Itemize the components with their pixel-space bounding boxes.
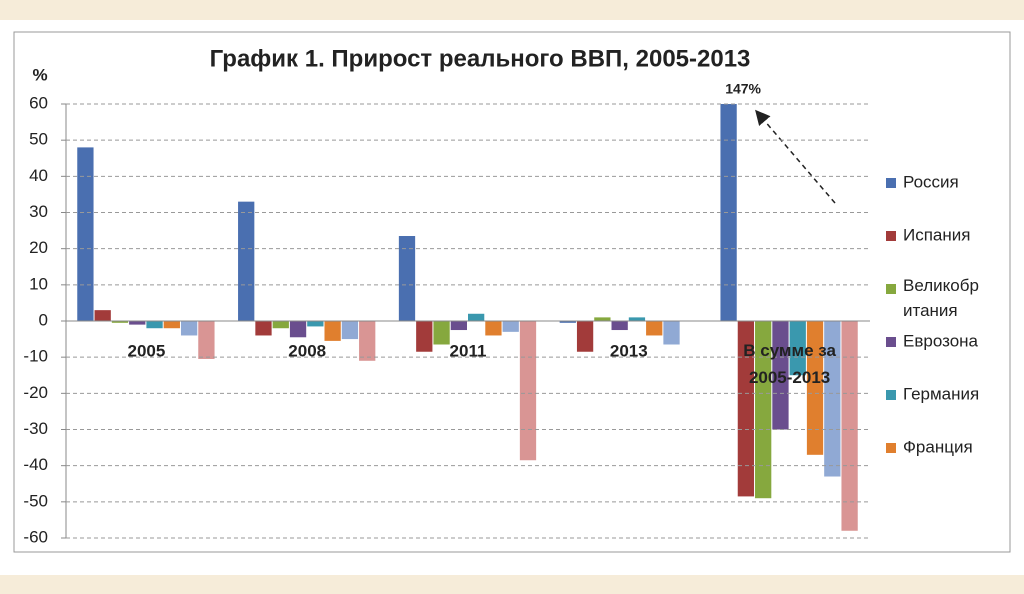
bar [238, 201, 255, 321]
bar [519, 321, 537, 461]
bar [341, 321, 359, 340]
legend-swatch [886, 178, 896, 188]
chart-frame [13, 31, 1011, 553]
bar [646, 321, 663, 336]
bar [468, 313, 485, 321]
bar [841, 321, 858, 531]
label-line: В сумме за [743, 341, 836, 360]
bars [77, 104, 858, 531]
bar [594, 317, 611, 321]
bar [737, 321, 755, 497]
bar [755, 321, 772, 499]
y-tick-label: 40 [29, 166, 48, 185]
bar [272, 321, 289, 329]
y-tick-label: -60 [23, 527, 48, 546]
y-tick-label: 0 [39, 310, 48, 329]
y-axis-label: % [32, 65, 47, 84]
bar [289, 321, 307, 338]
y-tick-label: 30 [29, 202, 48, 221]
bar [163, 321, 180, 329]
y-tick-label: -30 [23, 419, 48, 438]
bar [559, 321, 576, 323]
x-tick-label: 2005 [127, 341, 165, 360]
y-tick-label: 60 [29, 93, 48, 112]
annotation-arrow [755, 109, 836, 204]
legend-label: Россия [903, 172, 959, 191]
legend-label: Еврозона [903, 331, 979, 350]
y-tick-label: -10 [23, 347, 48, 366]
legend-swatch [886, 390, 896, 400]
bar [180, 321, 198, 336]
bar [789, 321, 806, 376]
x-tick-label: В сумме за 2005-2013 [743, 341, 836, 387]
legend-label: Германия [903, 384, 979, 403]
x-tick-label: 2008 [288, 341, 326, 360]
bar [806, 321, 824, 455]
x-tick-label: 2013 [610, 341, 648, 360]
y-tick-label: 50 [29, 130, 48, 149]
legend-swatch [886, 443, 896, 453]
bar [502, 321, 519, 332]
bar [576, 321, 594, 352]
y-tick-label: -50 [23, 491, 48, 510]
bar [433, 321, 450, 345]
bar [628, 317, 646, 321]
x-tick-label: 2011 [450, 341, 487, 360]
bar [720, 104, 737, 322]
y-tick-label: 20 [29, 238, 48, 257]
bar [94, 310, 111, 321]
bar [198, 321, 215, 359]
bar [663, 321, 680, 345]
bar [359, 321, 376, 361]
label-line: 2005-2013 [749, 368, 830, 387]
bar [450, 321, 467, 331]
bar [111, 321, 129, 323]
chart-title: График 1. Прирост реального ВВП, 2005-20… [210, 45, 751, 72]
y-tick-label: 10 [29, 274, 48, 293]
value-label: 147% [725, 81, 761, 97]
bar [146, 321, 163, 329]
legend-swatch [886, 337, 896, 347]
bar [129, 321, 146, 325]
label-line: Великобр [903, 276, 979, 295]
label-line: итания [903, 301, 958, 320]
y-tick-label: -40 [23, 455, 48, 474]
bar [416, 321, 433, 352]
legend-swatch [886, 231, 896, 241]
bar [307, 321, 324, 327]
legend-label: Великобр итания [903, 276, 979, 320]
legend-label: Испания [903, 225, 970, 244]
bar [398, 236, 416, 321]
y-tick-label: -20 [23, 383, 48, 402]
legend-swatch [886, 284, 896, 294]
bar [77, 147, 94, 321]
bar [611, 321, 628, 331]
bar [772, 321, 789, 430]
legend-label: Франция [903, 437, 973, 456]
bar [255, 321, 272, 336]
bar [324, 321, 341, 341]
bar [485, 321, 502, 336]
bar [824, 321, 841, 477]
